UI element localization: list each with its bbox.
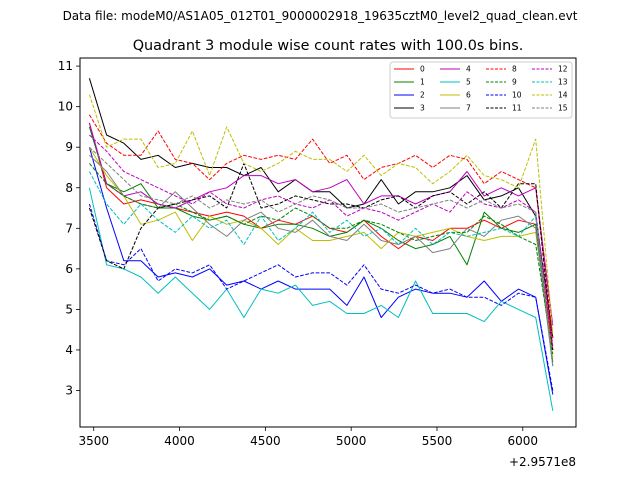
- y-tick-label: 11: [58, 59, 73, 73]
- axes-frame: [79, 57, 577, 428]
- series-line-10: [88, 203, 554, 391]
- legend-label-8: 8: [512, 65, 517, 74]
- legend-label-1: 1: [420, 78, 425, 87]
- series-line-3: [88, 78, 554, 338]
- legend-label-3: 3: [420, 104, 425, 113]
- series-line-1: [88, 126, 554, 363]
- x-tick-label: 5500: [422, 434, 453, 448]
- legend-label-4: 4: [466, 65, 471, 74]
- y-tick-label: 3: [65, 384, 73, 398]
- chart-title: Quadrant 3 module wise count rates with …: [133, 38, 524, 54]
- legend-label-12: 12: [558, 65, 568, 74]
- x-tick-label: 5000: [336, 434, 367, 448]
- x-tick-label: 3500: [78, 434, 109, 448]
- y-tick-label: 10: [58, 100, 73, 114]
- y-tick-label: 6: [65, 262, 73, 276]
- legend-label-6: 6: [466, 91, 471, 100]
- legend-label-10: 10: [512, 91, 522, 100]
- y-tick-label: 4: [65, 343, 73, 357]
- y-tick-label: 7: [65, 221, 73, 235]
- chart-suptitle: Data file: modeM0/AS1A05_012T01_90000029…: [63, 9, 578, 23]
- series-line-6: [88, 146, 554, 359]
- legend-label-14: 14: [558, 91, 568, 100]
- series-line-5: [88, 187, 554, 411]
- legend-label-11: 11: [512, 104, 522, 113]
- series-line-2: [88, 147, 554, 395]
- x-tick-label: 6000: [508, 434, 539, 448]
- legend-label-0: 0: [420, 65, 425, 74]
- x-tick-label: 4000: [164, 434, 195, 448]
- y-tick-label: 9: [65, 140, 73, 154]
- legend-label-2: 2: [420, 91, 425, 100]
- legend-label-15: 15: [558, 104, 568, 113]
- legend-label-5: 5: [466, 78, 471, 87]
- series-line-13: [88, 171, 554, 367]
- series-line-7: [89, 154, 554, 367]
- legend-box: [389, 61, 573, 119]
- series-line-12: [89, 134, 554, 346]
- x-tick-label: 4500: [250, 434, 281, 448]
- y-tick-label: 8: [65, 181, 73, 195]
- series-lines: [88, 78, 554, 411]
- legend-label-7: 7: [466, 104, 471, 113]
- legend-label-9: 9: [512, 78, 517, 87]
- x-offset-label: +2.9571e8: [509, 455, 576, 469]
- y-tick-label: 5: [65, 302, 73, 316]
- series-line-4: [88, 122, 554, 326]
- series-line-15: [89, 146, 554, 367]
- series-line-8: [88, 114, 554, 338]
- legend-label-13: 13: [558, 78, 568, 87]
- series-line-14: [88, 94, 554, 334]
